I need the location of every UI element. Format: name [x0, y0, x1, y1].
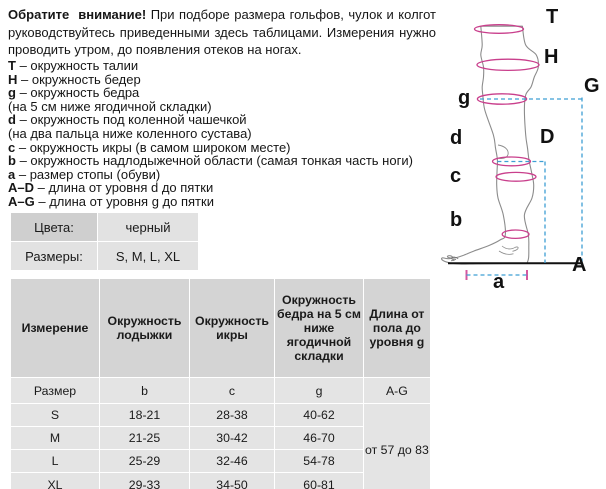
svg-text:g: g: [458, 87, 470, 109]
svg-text:c: c: [450, 165, 461, 187]
svg-text:D: D: [540, 126, 554, 148]
svg-text:A: A: [572, 254, 586, 276]
svg-text:b: b: [450, 209, 462, 231]
svg-text:H: H: [544, 46, 558, 68]
svg-text:G: G: [584, 75, 600, 97]
svg-text:a: a: [493, 271, 505, 293]
svg-text:T: T: [546, 6, 558, 28]
svg-text:d: d: [450, 127, 462, 149]
